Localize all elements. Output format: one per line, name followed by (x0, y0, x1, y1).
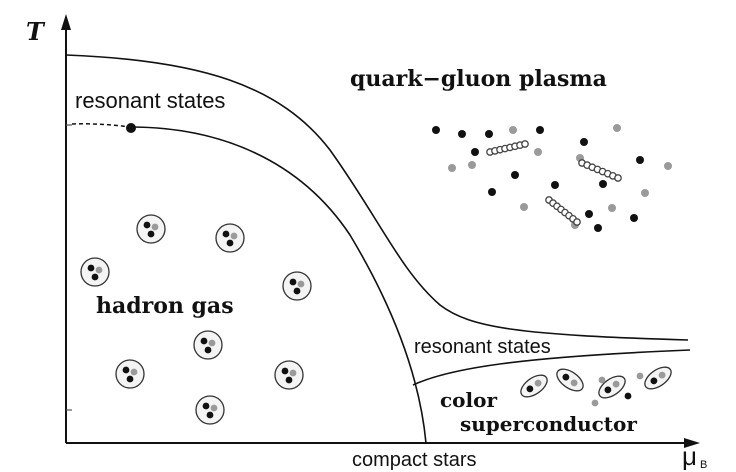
critical-point-icon (126, 123, 136, 133)
gluon-icon (486, 140, 529, 156)
quark-icon (608, 204, 616, 212)
axis-ticks (66, 124, 72, 411)
diquark-pair-icon (556, 368, 584, 392)
diquark-pair-icon (520, 374, 548, 398)
hadron-icon (274, 360, 304, 390)
quark-icon (613, 124, 621, 132)
quark-icon (580, 138, 588, 146)
superconductor-quarks (591, 372, 644, 407)
quark-icon (432, 126, 440, 134)
dashed-extension (71, 123, 131, 128)
quark-icon (536, 126, 544, 134)
gluon-icon (578, 159, 622, 182)
superconductor-label: superconductor (460, 412, 637, 436)
hadron-icon (80, 257, 110, 287)
y-axis-label: T (26, 17, 46, 46)
diquark-pair-icon (598, 375, 626, 399)
y-axis-arrow-icon (61, 14, 71, 30)
quark-icon (630, 214, 638, 222)
hadron-particles (80, 214, 312, 425)
quark-icon (599, 180, 607, 188)
hadron-icon (193, 330, 223, 360)
x-axis-label: μ (682, 441, 697, 471)
quark-icon (636, 156, 644, 164)
cooper-pairs (520, 366, 672, 399)
quark-icon (551, 181, 559, 189)
axes (65, 22, 690, 444)
quark-icon (520, 203, 528, 211)
qgp-crossover-boundary (65, 54, 689, 341)
hadron-icon (215, 223, 245, 253)
quark-icon (468, 161, 476, 169)
qgp-label: quark−gluon plasma (350, 66, 607, 92)
resonant-states-top-label: resonant states (75, 88, 225, 113)
quark-icon (509, 126, 517, 134)
qgp-quarks (432, 124, 672, 232)
hadron-icon (195, 395, 225, 425)
hadron-boundary (129, 126, 427, 444)
resonant-states-right-label: resonant states (414, 336, 551, 358)
quark-icon (488, 188, 496, 196)
quark-icon (591, 399, 599, 407)
compact-stars-label: compact stars (352, 449, 476, 471)
gluon-icon (545, 196, 581, 226)
hadron-icon (282, 271, 312, 301)
hadron-icon (115, 359, 145, 389)
quark-icon (471, 148, 479, 156)
quark-icon (585, 210, 593, 218)
qgp-gluons (486, 140, 622, 226)
quark-icon (458, 130, 466, 138)
quark-icon (598, 376, 606, 384)
quark-icon (534, 148, 542, 156)
quark-icon (511, 171, 519, 179)
quark-icon (624, 392, 632, 400)
diquark-pair-icon (644, 366, 672, 390)
x-axis-subscript: B (700, 459, 707, 471)
quark-icon (485, 130, 493, 138)
quark-icon (636, 372, 644, 380)
hadron-icon (136, 214, 166, 244)
quark-icon (641, 189, 649, 197)
hadron-gas-label: hadron gas (96, 293, 234, 319)
superconductor-boundary (412, 349, 691, 386)
quark-icon (664, 162, 672, 170)
quark-icon (448, 164, 456, 172)
quark-icon (594, 224, 602, 232)
color-label: color (440, 388, 497, 412)
x-axis-arrow-icon (684, 438, 700, 448)
